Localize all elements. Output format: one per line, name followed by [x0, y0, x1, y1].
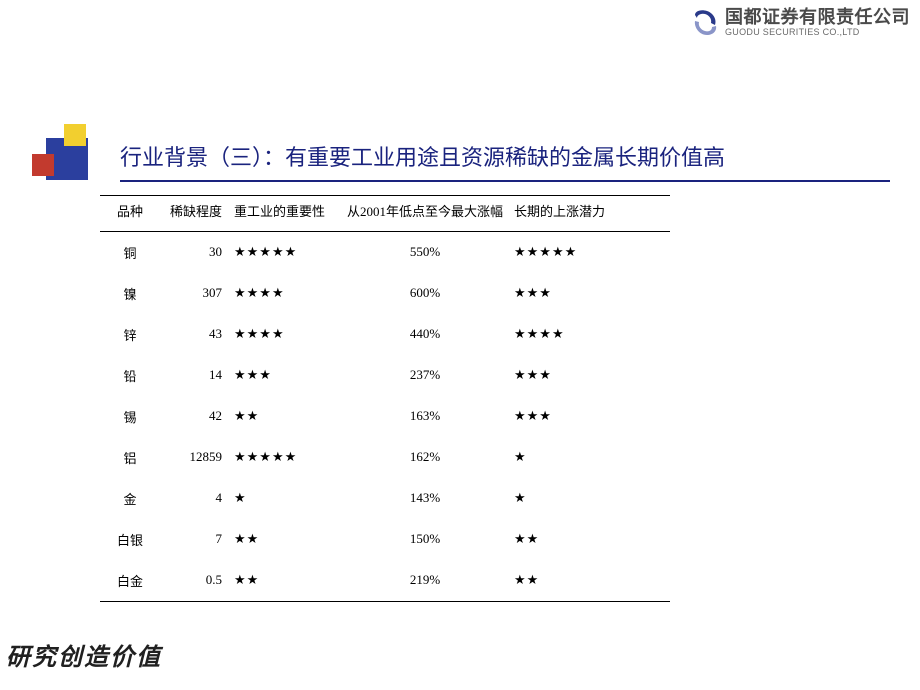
col-header-rise: 从2001年低点至今最大涨幅: [340, 196, 510, 232]
cell-importance: ★★★★: [230, 273, 340, 314]
cell-importance: ★★: [230, 560, 340, 602]
table-body: 铜30★★★★★550%★★★★★镍307★★★★600%★★★锌43★★★★4…: [100, 231, 670, 601]
col-header-importance: 重工业的重要性: [230, 196, 340, 232]
cell-potential: ★★★★: [510, 314, 670, 355]
slide-title-block: 行业背景（三）：有重要工业用途且资源稀缺的金属长期价值高: [120, 140, 890, 182]
cell-potential: ★★: [510, 560, 670, 602]
table-row: 金4★143%★: [100, 478, 670, 519]
metals-table-container: 品种 稀缺程度 重工业的重要性 从2001年低点至今最大涨幅 长期的上涨潜力 铜…: [100, 195, 670, 602]
table-row: 白银7★★150%★★: [100, 519, 670, 560]
table-row: 铝12859★★★★★162%★: [100, 437, 670, 478]
cell-name: 镍: [100, 273, 160, 314]
cell-importance: ★★★★★: [230, 437, 340, 478]
cell-potential: ★: [510, 437, 670, 478]
cell-rise: 162%: [340, 437, 510, 478]
cell-name: 锌: [100, 314, 160, 355]
col-header-potential: 长期的上涨潜力: [510, 196, 670, 232]
cell-potential: ★★★: [510, 273, 670, 314]
cell-rise: 550%: [340, 231, 510, 273]
table-row: 铜30★★★★★550%★★★★★: [100, 231, 670, 273]
table-row: 锌43★★★★440%★★★★: [100, 314, 670, 355]
cell-rise: 600%: [340, 273, 510, 314]
cell-potential: ★★★★★: [510, 231, 670, 273]
cell-name: 铜: [100, 231, 160, 273]
cell-scarcity: 4: [160, 478, 230, 519]
cell-rise: 150%: [340, 519, 510, 560]
slide-title: 行业背景（三）：有重要工业用途且资源稀缺的金属长期价值高: [120, 140, 890, 178]
cell-scarcity: 14: [160, 355, 230, 396]
col-header-name: 品种: [100, 196, 160, 232]
cell-rise: 237%: [340, 355, 510, 396]
table-header-row: 品种 稀缺程度 重工业的重要性 从2001年低点至今最大涨幅 长期的上涨潜力: [100, 196, 670, 232]
cell-scarcity: 30: [160, 231, 230, 273]
cell-name: 白金: [100, 560, 160, 602]
cell-importance: ★★: [230, 396, 340, 437]
cell-importance: ★★: [230, 519, 340, 560]
footer-slogan: 研究创造价值: [6, 637, 162, 672]
table-row: 镍307★★★★600%★★★: [100, 273, 670, 314]
cell-scarcity: 42: [160, 396, 230, 437]
metals-table: 品种 稀缺程度 重工业的重要性 从2001年低点至今最大涨幅 长期的上涨潜力 铜…: [100, 195, 670, 602]
table-row: 铅14★★★237%★★★: [100, 355, 670, 396]
cell-potential: ★★: [510, 519, 670, 560]
cell-potential: ★: [510, 478, 670, 519]
cell-potential: ★★★: [510, 396, 670, 437]
cell-name: 金: [100, 478, 160, 519]
title-underline: [120, 180, 890, 182]
cell-scarcity: 0.5: [160, 560, 230, 602]
title-decoration-icon: [32, 118, 92, 178]
company-name-en: GUODU SECURITIES CO.,LTD: [725, 28, 910, 38]
cell-importance: ★★★★: [230, 314, 340, 355]
table-row: 锡42★★163%★★★: [100, 396, 670, 437]
cell-name: 白银: [100, 519, 160, 560]
logo-mark-icon: [691, 9, 719, 37]
cell-rise: 219%: [340, 560, 510, 602]
company-name-cn: 国都证券有限责任公司: [725, 8, 910, 28]
cell-scarcity: 307: [160, 273, 230, 314]
cell-rise: 143%: [340, 478, 510, 519]
cell-rise: 163%: [340, 396, 510, 437]
col-header-scarcity: 稀缺程度: [160, 196, 230, 232]
cell-rise: 440%: [340, 314, 510, 355]
cell-potential: ★★★: [510, 355, 670, 396]
table-row: 白金0.5★★219%★★: [100, 560, 670, 602]
cell-name: 铅: [100, 355, 160, 396]
cell-name: 锡: [100, 396, 160, 437]
cell-importance: ★: [230, 478, 340, 519]
cell-scarcity: 7: [160, 519, 230, 560]
company-logo: 国都证券有限责任公司 GUODU SECURITIES CO.,LTD: [691, 8, 910, 38]
cell-scarcity: 12859: [160, 437, 230, 478]
cell-name: 铝: [100, 437, 160, 478]
cell-importance: ★★★: [230, 355, 340, 396]
cell-scarcity: 43: [160, 314, 230, 355]
cell-importance: ★★★★★: [230, 231, 340, 273]
